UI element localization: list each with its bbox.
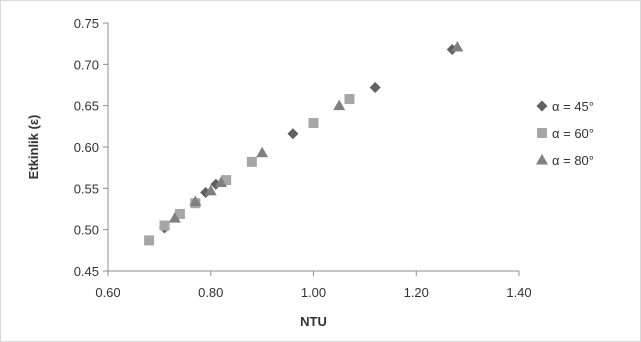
legend-square-icon <box>537 128 547 138</box>
square-data-point <box>246 156 257 167</box>
triangle-data-point <box>256 146 269 158</box>
legend-label: α = 80° <box>552 153 594 168</box>
x-tick-label: 1.00 <box>301 285 326 300</box>
triangle-data-point <box>451 40 464 52</box>
y-tick-label: 0.45 <box>74 264 99 279</box>
square-data-point <box>174 208 185 219</box>
series-triangle <box>168 40 464 223</box>
y-tick-label: 0.75 <box>74 16 99 31</box>
x-axis-title: NTU <box>300 314 327 329</box>
legend-triangle-icon <box>536 154 548 165</box>
square-data-point <box>344 94 355 105</box>
x-tick-label: 1.20 <box>404 285 429 300</box>
triangle-data-point <box>168 212 181 223</box>
x-tick-label: 1.40 <box>506 285 531 300</box>
square-data-point <box>221 175 232 186</box>
axes: 0.45 0.50 0.55 0.60 0.65 0.70 0.75 0.60 0.80 1.00… <box>26 16 532 329</box>
x-tick-label: 0.80 <box>198 285 223 300</box>
data-points <box>144 40 464 246</box>
y-tick-label: 0.55 <box>74 181 99 196</box>
legend: α = 45° α = 60° α = 80° <box>536 99 594 168</box>
square-data-point <box>159 220 170 231</box>
legend-label: α = 45° <box>552 99 594 114</box>
legend-label: α = 60° <box>552 126 594 141</box>
y-tick-label: 0.65 <box>74 99 99 114</box>
legend-diamond-icon <box>536 100 548 112</box>
x-tick-label: 0.60 <box>95 285 120 300</box>
y-tick-label: 0.60 <box>74 140 99 155</box>
square-data-point <box>308 118 319 129</box>
triangle-data-point <box>204 184 217 196</box>
diamond-data-point <box>287 128 299 140</box>
triangle-data-point <box>333 99 346 111</box>
y-tick-label: 0.50 <box>74 223 99 238</box>
diamond-data-point <box>369 81 381 93</box>
triangle-data-point <box>215 176 228 188</box>
square-data-point <box>144 235 155 246</box>
triangle-data-point <box>189 195 202 207</box>
y-tick-label: 0.70 <box>74 57 99 72</box>
y-axis-title: Etkinlik (ε) <box>26 115 41 180</box>
